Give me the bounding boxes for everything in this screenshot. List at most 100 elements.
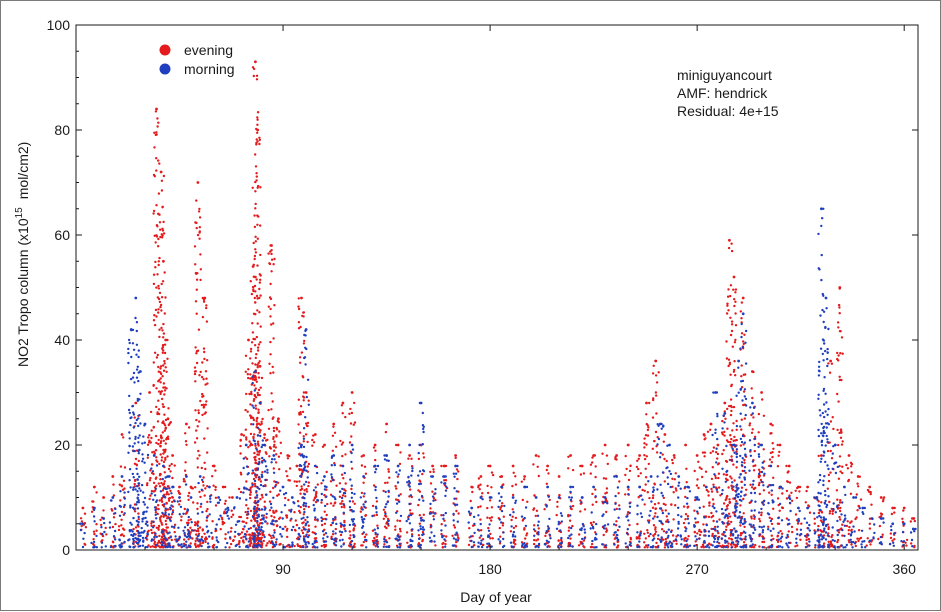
data-point-morning [716, 438, 718, 440]
data-point-morning [432, 500, 434, 502]
data-point-morning [252, 382, 254, 384]
data-point-morning [721, 468, 723, 470]
data-point-evening [258, 376, 260, 378]
data-point-evening [591, 493, 593, 495]
data-point-evening [161, 501, 163, 503]
data-point-evening [164, 296, 166, 298]
data-point-morning [502, 538, 504, 540]
data-point-evening [159, 445, 161, 447]
data-point-evening [169, 465, 171, 467]
data-point-evening [184, 432, 186, 434]
data-point-morning [556, 528, 558, 530]
data-point-morning [730, 546, 732, 548]
data-point-evening [700, 531, 702, 533]
data-point-evening [830, 536, 832, 538]
data-point-evening [645, 443, 647, 445]
data-point-evening [733, 371, 735, 373]
data-point-evening [80, 517, 82, 519]
data-point-evening [524, 537, 526, 539]
data-point-evening [155, 131, 157, 133]
data-point-evening [261, 471, 263, 473]
data-point-morning [851, 546, 853, 548]
data-point-morning [253, 407, 255, 409]
data-point-evening [196, 502, 198, 504]
data-point-morning [251, 404, 253, 406]
data-point-morning [453, 473, 455, 475]
data-point-morning [266, 513, 268, 515]
data-point-evening [247, 507, 249, 509]
data-point-evening [397, 476, 399, 478]
data-point-morning [218, 518, 220, 520]
data-point-evening [308, 481, 310, 483]
data-point-evening [256, 295, 258, 297]
data-point-morning [201, 489, 203, 491]
data-point-morning [433, 540, 435, 542]
data-point-evening [743, 462, 745, 464]
data-point-morning [349, 478, 351, 480]
data-point-evening [198, 210, 200, 212]
data-point-morning [344, 492, 346, 494]
data-point-morning [245, 538, 247, 540]
data-point-morning [826, 464, 828, 466]
data-point-evening [257, 392, 259, 394]
data-point-evening [643, 442, 645, 444]
data-point-evening [725, 529, 727, 531]
data-point-morning [373, 542, 375, 544]
data-point-morning [418, 538, 420, 540]
data-point-morning [127, 491, 129, 493]
data-point-morning [618, 508, 620, 510]
data-point-evening [827, 362, 829, 364]
data-point-morning [843, 535, 845, 537]
data-point-morning [677, 485, 679, 487]
data-point-evening [754, 544, 756, 546]
data-point-morning [396, 535, 398, 537]
data-point-evening [644, 458, 646, 460]
data-point-morning [667, 521, 669, 523]
data-point-evening [232, 540, 234, 542]
data-point-evening [205, 378, 207, 380]
data-point-evening [160, 437, 162, 439]
data-point-evening [513, 527, 515, 529]
data-point-evening [255, 378, 257, 380]
data-point-morning [217, 541, 219, 543]
data-point-morning [434, 492, 436, 494]
data-point-morning [772, 484, 774, 486]
data-point-evening [342, 477, 344, 479]
data-point-morning [258, 476, 260, 478]
data-point-morning [583, 525, 585, 527]
data-point-evening [615, 520, 617, 522]
data-point-evening [195, 419, 197, 421]
data-point-morning [546, 504, 548, 506]
data-point-evening [266, 542, 268, 544]
data-point-morning [510, 542, 512, 544]
data-point-morning [320, 517, 322, 519]
data-point-evening [293, 511, 295, 513]
data-point-morning [822, 522, 824, 524]
data-point-morning [638, 540, 640, 542]
data-point-evening [240, 491, 242, 493]
data-point-evening [547, 472, 549, 474]
data-point-evening [212, 485, 214, 487]
data-point-evening [263, 540, 265, 542]
data-point-evening [743, 390, 745, 392]
data-point-morning [136, 330, 138, 332]
data-point-morning [470, 540, 472, 542]
data-point-peak-evening [247, 339, 250, 342]
data-point-evening [716, 491, 718, 493]
data-point-evening [203, 358, 205, 360]
data-point-evening [256, 309, 258, 311]
data-point-evening [353, 424, 355, 426]
data-point-morning [548, 496, 550, 498]
data-point-evening [847, 467, 849, 469]
data-point-morning [215, 528, 217, 530]
data-point-morning [161, 541, 163, 543]
data-point-morning [375, 497, 377, 499]
data-point-morning [179, 536, 181, 538]
data-point-morning [352, 524, 354, 526]
data-point-evening [150, 411, 152, 413]
data-point-evening [730, 284, 732, 286]
data-point-evening [858, 529, 860, 531]
data-point-morning [299, 535, 301, 537]
data-point-morning [173, 526, 175, 528]
data-point-evening [249, 373, 251, 375]
